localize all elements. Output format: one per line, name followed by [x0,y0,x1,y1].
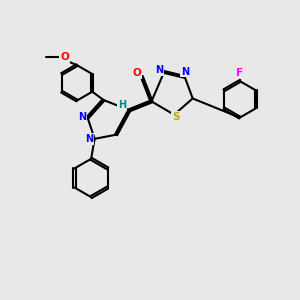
Text: O: O [60,52,69,62]
Text: N: N [78,112,86,122]
Text: N: N [85,134,93,144]
Text: N: N [181,67,189,77]
Text: O: O [132,68,141,78]
Text: H: H [118,100,126,110]
Text: F: F [236,68,243,78]
Text: N: N [155,65,163,76]
Text: S: S [172,112,179,122]
